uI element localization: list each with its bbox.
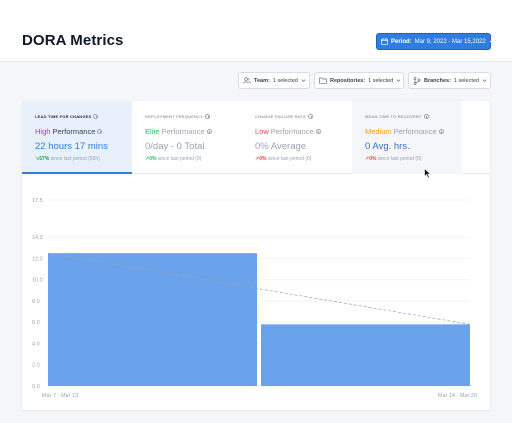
metric-label-text: LEAD TIME FOR CHANGES: [35, 114, 92, 119]
metric-label-text: CHANGE FAILURE RATE: [255, 114, 307, 119]
change-percent: ↗0%: [365, 156, 377, 162]
performance-word: Performance: [270, 127, 314, 136]
metric-label: LEAD TIME FOR CHANGES: [35, 114, 132, 119]
performance-level-text: Elite: [145, 127, 160, 136]
page-header: DORA Metrics Period: Mar 9, 2022 - Mar 1…: [0, 0, 512, 62]
info-icon[interactable]: [97, 129, 103, 134]
y-tick-label: 6.0: [32, 320, 40, 326]
y-tick-label: 12.0: [32, 256, 43, 262]
metric-label-text: MEAN TIME TO RECOVERY: [365, 114, 422, 119]
change-since: since last period (0): [267, 156, 312, 162]
change-percent: ↗0%: [255, 156, 267, 162]
info-icon[interactable]: [206, 129, 212, 134]
folder-icon: [319, 77, 327, 84]
y-tick-label: 17.5: [32, 198, 43, 204]
change-percent: ↗0%: [145, 156, 157, 162]
team-filter-value: 1 selected: [272, 77, 298, 84]
metric-tab-deployment-frequency[interactable]: DEPLOYMENT FREQUENCY Elite Performance 0…: [132, 101, 242, 174]
trend-line: [47, 252, 471, 325]
dora-metrics-card: LEAD TIME FOR CHANGES High Performance 2…: [22, 101, 490, 410]
metric-tabs: LEAD TIME FOR CHANGES High Performance 2…: [22, 101, 490, 174]
page-title: DORA Metrics: [22, 32, 124, 49]
info-icon[interactable]: [315, 129, 321, 134]
chart-bar: [261, 324, 470, 386]
chevron-down-icon: [482, 79, 487, 82]
lead-time-bar-chart: 0.0 2.0 4.0 6.0 8.0 10.0 12.0 14.0 17.5 Mar 7 - M…: [32, 198, 477, 399]
performance-word: Performance: [393, 127, 437, 136]
chevron-down-icon: [489, 40, 495, 44]
performance-level: Elite Performance: [145, 127, 242, 136]
metric-label: CHANGE FAILURE RATE: [255, 114, 352, 119]
period-label: Period:: [391, 38, 412, 45]
chart-bar: [48, 253, 257, 386]
info-icon[interactable]: [93, 114, 99, 119]
info-icon[interactable]: [438, 129, 444, 134]
change-since: since last period (0): [377, 156, 422, 162]
metric-label: DEPLOYMENT FREQUENCY: [145, 114, 242, 119]
repositories-filter-label: Repositories:: [330, 77, 366, 84]
metric-value: 0 Avg. hrs.: [365, 141, 410, 152]
period-selector-button[interactable]: Period: Mar 9, 2022 - Mar 15,2022: [376, 33, 495, 50]
metric-change: ↗0% since last period (0): [145, 156, 242, 162]
metric-label-text: DEPLOYMENT FREQUENCY: [145, 114, 204, 119]
y-tick-label: 8.0: [32, 299, 40, 305]
repositories-filter-value: 1 selected: [368, 77, 394, 84]
x-tick-label: Mar 7 - Mar 13: [42, 393, 78, 399]
mouse-pointer-icon: [424, 168, 432, 179]
metric-value: 0% Average: [255, 141, 307, 152]
performance-level-text: High: [35, 127, 51, 136]
info-icon[interactable]: [308, 114, 314, 119]
team-filter[interactable]: Team: 1 selected: [238, 72, 310, 89]
y-tick-label: 14.0: [32, 235, 43, 241]
chevron-down-icon: [301, 79, 306, 82]
metric-change: ↗0% since last period (0): [255, 156, 352, 162]
calendar-icon: [381, 38, 388, 45]
branch-icon: [413, 76, 421, 85]
chevron-down-icon: [396, 79, 401, 82]
repositories-filter[interactable]: Repositories: 1 selected: [314, 72, 404, 89]
performance-level: Low Performance: [255, 127, 352, 136]
y-tick-label: 2.0: [32, 363, 40, 369]
metric-tab-lead-time[interactable]: LEAD TIME FOR CHANGES High Performance 2…: [22, 101, 132, 174]
performance-word: Performance: [161, 127, 205, 136]
metric-value: 22 hours 17 mins: [35, 141, 108, 152]
metric-label: MEAN TIME TO RECOVERY: [365, 114, 462, 119]
x-tick-label: Mar 14 - Mar 20: [438, 393, 477, 399]
period-value: Mar 9, 2022 - Mar 15,2022: [414, 38, 486, 45]
metric-value: 0/day - 0 Total: [145, 141, 205, 152]
metric-change: ↘57% since last period (56h): [35, 156, 132, 162]
y-tick-label: 10.0: [32, 278, 43, 284]
performance-word: Performance: [52, 127, 96, 136]
performance-level-text: Low: [255, 127, 269, 136]
info-icon[interactable]: [205, 114, 211, 119]
y-tick-label: 4.0: [32, 341, 40, 347]
y-tick-label: 0.0: [32, 384, 40, 390]
metric-tab-mean-time-to-recovery[interactable]: MEAN TIME TO RECOVERY Medium Performance…: [352, 101, 462, 174]
branches-filter[interactable]: Branches: 1 selected: [408, 72, 491, 89]
change-since: since last period (0): [157, 156, 202, 162]
performance-level-text: Medium: [365, 127, 392, 136]
branches-filter-value: 1 selected: [453, 77, 479, 84]
users-icon: [243, 77, 251, 84]
team-filter-label: Team:: [254, 77, 270, 84]
info-icon[interactable]: [423, 114, 429, 119]
performance-level: Medium Performance: [365, 127, 462, 136]
change-since: since last period (56h): [50, 156, 100, 162]
change-percent: ↘57%: [35, 156, 50, 162]
metric-tab-change-failure-rate[interactable]: CHANGE FAILURE RATE Low Performance 0% A…: [242, 101, 352, 174]
branches-filter-label: Branches:: [424, 77, 451, 84]
performance-level: High Performance: [35, 127, 132, 136]
metric-change: ↗0% since last period (0): [365, 156, 462, 162]
